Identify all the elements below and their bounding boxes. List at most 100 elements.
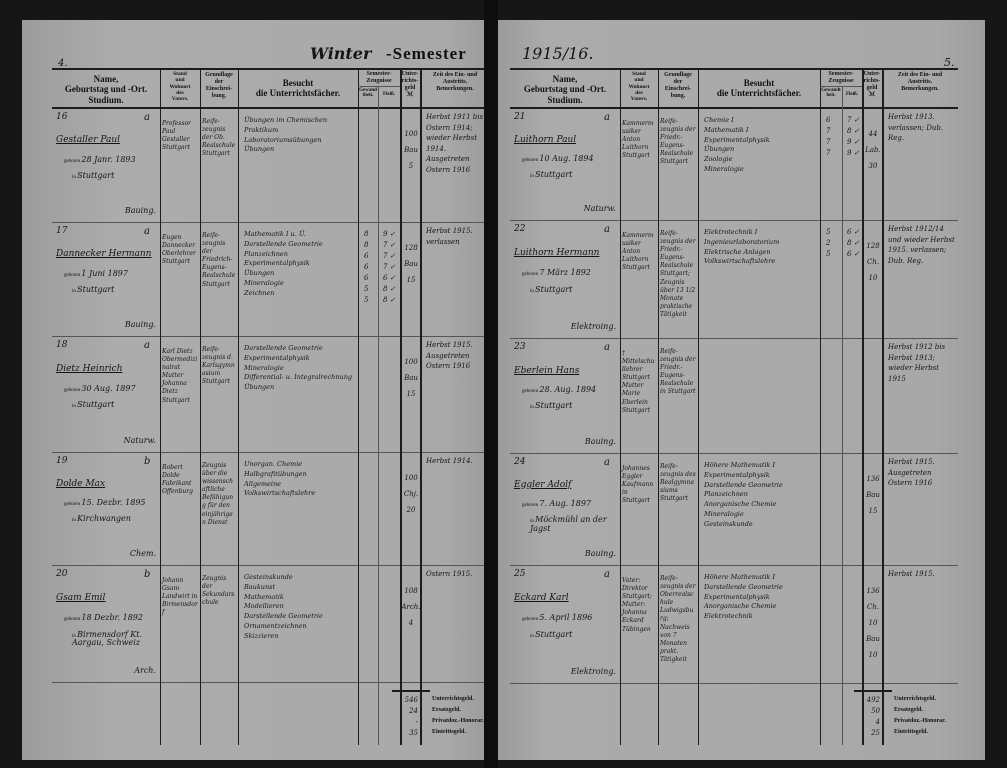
birth-place: Stuttgart bbox=[535, 285, 573, 295]
column-header-certificates: Semester- Zeugnisse bbox=[828, 71, 854, 84]
entry-name: Dolde Max bbox=[56, 479, 106, 490]
subject-item: Ingenieurlaboratorium bbox=[704, 237, 780, 246]
entry-subjects: Mathematik I u. Ü. Darstellende Geometrie… bbox=[244, 230, 354, 298]
entry-parent: Kammermusiker Anton Luithorn Stuttgart bbox=[622, 120, 654, 160]
entry-number: 24 bbox=[514, 457, 526, 467]
row-divider bbox=[52, 452, 490, 453]
grade-progress: 7 ✓ bbox=[847, 116, 860, 124]
birth-date: 15. Dezbr. 1895 bbox=[81, 498, 146, 508]
total-label: Privatdoz.-Honorar. bbox=[894, 718, 946, 724]
subject-item: Baukunst bbox=[244, 582, 276, 591]
total-value: - bbox=[415, 718, 418, 726]
entry-name: Dannecker Hermann bbox=[56, 249, 152, 260]
column-rule bbox=[862, 70, 864, 745]
column-rule bbox=[620, 70, 621, 745]
grade-diligence: 7 bbox=[826, 127, 831, 135]
subject-item: Mineralogie bbox=[704, 164, 744, 173]
subject-item: Übungen bbox=[704, 145, 735, 154]
entry-place: in Stuttgart bbox=[72, 171, 158, 181]
grade-diligence: 7 bbox=[826, 138, 831, 146]
entry-study: Arch. bbox=[134, 666, 156, 675]
grade-diligence: 5 bbox=[364, 285, 369, 293]
fee-entry: 100 bbox=[404, 130, 418, 138]
subject-item: Gesteinskunde bbox=[244, 573, 293, 581]
entry-basis: Reife-zeugnis der Friedr.-Eugens-Realsch… bbox=[660, 348, 696, 396]
grade-diligence: 6 bbox=[364, 263, 369, 271]
column-rule bbox=[238, 70, 239, 745]
subject-item: Mineralogie bbox=[244, 278, 284, 287]
entry-study: Naturw. bbox=[583, 204, 616, 213]
fee-entry: 4 bbox=[408, 619, 414, 627]
total-value: 50 bbox=[871, 707, 880, 715]
entry-name: Eckard Karl bbox=[514, 593, 569, 604]
entry-subjects: Chemie I Mathematik I Experimentalphysik Üb… bbox=[704, 116, 816, 175]
entry-number: 21 bbox=[514, 112, 526, 122]
entry-class: a bbox=[144, 340, 150, 351]
column-header-basis: Grundlage der Einschrei- bung. bbox=[205, 72, 233, 99]
entry-remarks: Ostern 1915. bbox=[426, 570, 473, 578]
entry-basis: Reife-zeugnis der Ob. Realschule Stuttga… bbox=[202, 118, 236, 158]
column-rule bbox=[842, 86, 843, 745]
fee-entry: Bau bbox=[866, 491, 880, 499]
born-label: geboren bbox=[522, 272, 540, 278]
entry-place: in Stuttgart bbox=[530, 630, 618, 640]
total-value: 492 bbox=[866, 696, 880, 704]
fee-entry: 15 bbox=[406, 390, 416, 398]
subject-item: Modellieren bbox=[244, 602, 284, 611]
entry-class: a bbox=[604, 112, 610, 123]
subject-item: Unorgan. Chemie bbox=[244, 460, 303, 468]
column-header-cert-2: Fleiß. bbox=[382, 92, 396, 97]
right-page: Name, Geburtstag und -Ort. Studium. Stand… bbox=[497, 20, 985, 760]
fee-entry: 136 bbox=[866, 587, 880, 595]
entry-basis: Reife-zeugnis der Friedr.-Eugens-Realsch… bbox=[660, 230, 696, 318]
entry-remarks: Herbst 1915. Ausgetreten Ostern 1916 bbox=[426, 341, 473, 370]
grade-progress: 8 ✓ bbox=[383, 296, 396, 304]
column-rule bbox=[400, 70, 402, 745]
born-label: geboren bbox=[64, 616, 82, 622]
fee-entry: 5 bbox=[408, 162, 414, 170]
entry-class: a bbox=[144, 226, 150, 237]
grade-progress: 7 ✓ bbox=[383, 252, 396, 260]
entry-study: Bauing. bbox=[124, 206, 156, 215]
birth-date: 18 Dezbr. 1892 bbox=[81, 612, 143, 622]
entry-remarks: Herbst 1912 bis Herbst 1913; wieder Herb… bbox=[888, 343, 946, 383]
entry-born: geboren 30 Aug. 1897 bbox=[64, 384, 136, 393]
entry-name: Eggler Adolf bbox=[514, 479, 572, 490]
in-label: in bbox=[72, 288, 78, 294]
column-rule bbox=[358, 70, 359, 745]
subject-item: Gesteinskunde bbox=[704, 519, 753, 528]
entry-parent: † Mittelschullehrer Stuttgart Mutter Mar… bbox=[622, 350, 655, 414]
in-label: in bbox=[72, 174, 78, 180]
row-divider bbox=[510, 338, 958, 339]
entry-subjects: Übungen im Chemischen Praktikum Laboratori… bbox=[244, 116, 354, 155]
semester-title: -Semester bbox=[386, 44, 467, 63]
subject-item: Mineralogie bbox=[704, 509, 744, 518]
certificates-rule bbox=[358, 86, 400, 87]
totals-rule bbox=[392, 690, 430, 692]
birth-date: 10 Aug. 1894 bbox=[539, 153, 594, 163]
entry-place: in Kirchwangen bbox=[72, 514, 158, 524]
entry-parent: Kammermusiker Anton Luithorn Stuttgart bbox=[622, 232, 654, 272]
birth-place: Kirchwangen bbox=[77, 514, 131, 524]
entry-born: geboren 7 März 1892 bbox=[522, 268, 591, 277]
column-header-remarks: Zeit des Ein- und Austritts. Bemerkungen… bbox=[897, 72, 943, 92]
entry-class: a bbox=[604, 224, 610, 235]
fee-entry: 30 bbox=[868, 162, 878, 170]
subject-item: Mathematik I u. Ü. bbox=[244, 230, 306, 238]
entry-basis: Zeugnis über die wissenschaftliche Befäh… bbox=[202, 462, 234, 526]
grade-progress: 8 ✓ bbox=[383, 285, 396, 293]
birth-place: Stuttgart bbox=[77, 284, 115, 294]
in-label: in bbox=[530, 518, 536, 524]
birth-date: 5. April 1896 bbox=[539, 613, 593, 623]
entry-born: geboren 1 Juni 1897 bbox=[64, 269, 128, 278]
column-header-subjects: Besucht die Unterrichtsfächer. bbox=[255, 78, 341, 99]
right-page-number: 5. bbox=[944, 56, 955, 69]
in-label: in bbox=[530, 173, 536, 179]
grade-progress: 7 ✓ bbox=[383, 263, 396, 271]
row-divider bbox=[52, 222, 490, 223]
fee-entry: Bau bbox=[866, 635, 880, 643]
subject-item: Halbgrafitübungen bbox=[244, 469, 307, 478]
row-divider bbox=[510, 565, 958, 566]
column-header-cert-2: Fleiß. bbox=[845, 92, 859, 97]
entry-study: Chem. bbox=[129, 549, 156, 558]
